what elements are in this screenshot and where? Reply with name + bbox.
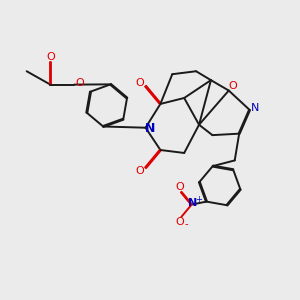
Text: O: O [175, 182, 184, 192]
Text: +: + [195, 195, 202, 204]
Text: N: N [145, 122, 155, 135]
Text: O: O [46, 52, 55, 62]
Text: -: - [185, 219, 188, 229]
Text: O: O [136, 167, 145, 176]
Text: N: N [188, 198, 197, 208]
Text: O: O [175, 217, 184, 227]
Text: O: O [136, 77, 145, 88]
Text: O: O [228, 81, 237, 91]
Text: N: N [251, 103, 260, 113]
Text: O: O [75, 78, 84, 88]
